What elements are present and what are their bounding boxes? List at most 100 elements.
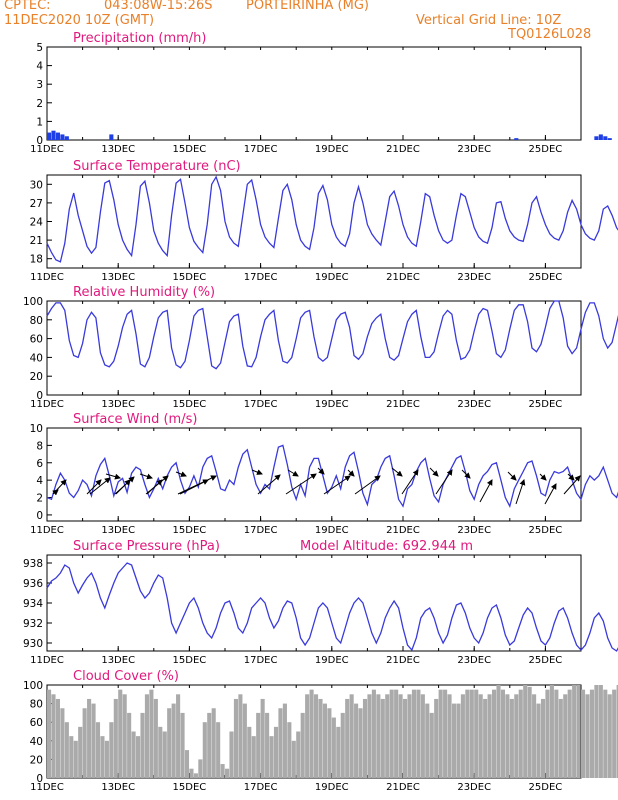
source-label: CPTEC:	[4, 0, 51, 13]
wind-direction-arrow	[479, 479, 493, 503]
datetime-label: 11DEC2020 10Z (GMT)	[4, 13, 155, 28]
temperature-y-tick-label: 18	[30, 254, 43, 266]
precip-y-tick-label: 4	[36, 61, 43, 73]
coords-label: 043:08W-15:26S	[104, 0, 213, 13]
cloud-bar	[358, 708, 363, 778]
wind-y-tick-label: 4	[36, 475, 43, 487]
cloud-bar	[598, 685, 603, 778]
cloud-y-tick-label: 0	[36, 773, 43, 785]
cloud-bar	[60, 708, 65, 778]
cloud-bar	[572, 685, 577, 778]
cloud-x-tick-label: 19DEC	[315, 782, 349, 793]
precip-y-tick-label: 5	[36, 42, 43, 54]
cloud-bar	[509, 698, 514, 778]
pressure-series-line	[46, 562, 618, 652]
cloud-bar	[447, 694, 452, 778]
cloud-bar	[122, 694, 127, 778]
temperature-x-tick-label: 11DEC	[30, 272, 64, 283]
cloud-bar	[95, 722, 101, 778]
cloud-bar	[540, 698, 546, 778]
temperature-frame	[46, 174, 582, 269]
wind-direction-arrow	[257, 474, 281, 495]
precip-bar	[594, 136, 599, 140]
cloud-y-tick-label: 60	[30, 717, 43, 729]
cloud-bar	[585, 694, 590, 778]
humidity-panel: 11DEC 13DEC 15DEC 17DEC 19DEC 21DEC 23DEC 25DEC…	[23, 285, 618, 410]
cloud-bar	[193, 773, 198, 778]
cloud-bar	[176, 694, 181, 778]
wind-x-tick-label: 21DEC	[386, 525, 420, 536]
cloud-bar	[612, 689, 617, 778]
cloud-bar	[411, 689, 416, 778]
cloud-bar	[229, 731, 234, 778]
cloud-bar	[403, 698, 408, 778]
cloud-bar	[211, 708, 216, 778]
cloud-bar	[434, 698, 439, 778]
cloud-bar	[478, 694, 483, 778]
cloud-bar	[581, 689, 586, 778]
wind-y-tick-label: 10	[30, 423, 43, 435]
pressure-y-tick-label: 936	[23, 578, 43, 590]
wind-direction-arrow	[544, 483, 557, 505]
cloud-bar	[545, 689, 550, 778]
wind-y-tick-label: 0	[36, 510, 43, 522]
precip-x-tick-label: 13DEC	[101, 144, 135, 155]
cloud-bar	[153, 698, 158, 778]
pressure-x-tick-label: 17DEC	[244, 655, 278, 666]
cloud-bar	[371, 689, 376, 778]
cloud-bar	[265, 712, 270, 778]
cloud-x-tick-label: 17DEC	[244, 782, 278, 793]
cloud-y-tick-label: 20	[30, 754, 43, 766]
temperature-y-tick-label: 24	[30, 217, 44, 229]
cloud-bar	[398, 694, 403, 778]
cloud-bar	[144, 694, 149, 778]
wind-direction-arrow	[175, 471, 187, 477]
cloud-bar	[184, 750, 190, 778]
cloud-title: Cloud Cover (%)	[73, 669, 179, 684]
precip-bar	[603, 136, 608, 140]
temperature-y-tick-label: 27	[30, 198, 43, 210]
cloud-bar	[340, 712, 345, 778]
cloud-y-tick-label: 100	[23, 680, 43, 692]
cloud-bar	[518, 689, 523, 778]
precip-frame	[46, 46, 582, 141]
temperature-x-tick-label: 13DEC	[101, 272, 135, 283]
cloud-bar	[500, 689, 505, 778]
cloud-bar	[394, 689, 399, 778]
wind-direction-arrow	[114, 476, 135, 495]
cloud-bar	[558, 698, 563, 778]
precip-bar	[607, 138, 612, 140]
precip-x-tick-label: 17DEC	[244, 144, 278, 155]
temperature-x-tick-label: 15DEC	[173, 272, 207, 283]
precip-x-tick-label: 15DEC	[173, 144, 207, 155]
humidity-y-tick-label: 60	[30, 334, 43, 346]
cloud-x-tick-label: 15DEC	[173, 782, 207, 793]
precip-x-tick-label: 25DEC	[529, 144, 563, 155]
precip-y-tick-label: 2	[36, 98, 43, 110]
wind-direction-arrow	[317, 467, 325, 475]
cloud-bar	[483, 698, 488, 778]
cloud-bar	[460, 694, 465, 778]
cloud-bar	[287, 722, 292, 778]
cloud-bar	[282, 703, 287, 778]
humidity-frame	[46, 300, 582, 396]
wind-direction-arrow	[287, 469, 299, 477]
cloud-bar	[416, 689, 421, 778]
wind-direction-arrow	[52, 489, 59, 496]
cloud-bar	[425, 703, 430, 778]
wind-y-tick-label: 2	[36, 493, 43, 505]
wind-series-line	[46, 444, 618, 509]
cloud-x-tick-label: 25DEC	[529, 782, 563, 793]
cloud-bar	[247, 726, 252, 778]
cloud-bar	[389, 689, 394, 778]
cloud-bar	[180, 712, 185, 778]
precip-y-tick-label: 1	[36, 116, 43, 128]
cloud-x-tick-label: 23DEC	[457, 782, 491, 793]
wind-x-tick-label: 19DEC	[315, 525, 349, 536]
cloud-bar	[362, 698, 368, 778]
cloud-bar	[118, 689, 123, 778]
temperature-series-line	[46, 175, 618, 263]
cloud-bar	[554, 689, 559, 778]
wind-direction-arrow	[105, 473, 121, 480]
wind-direction-arrow	[461, 469, 471, 479]
